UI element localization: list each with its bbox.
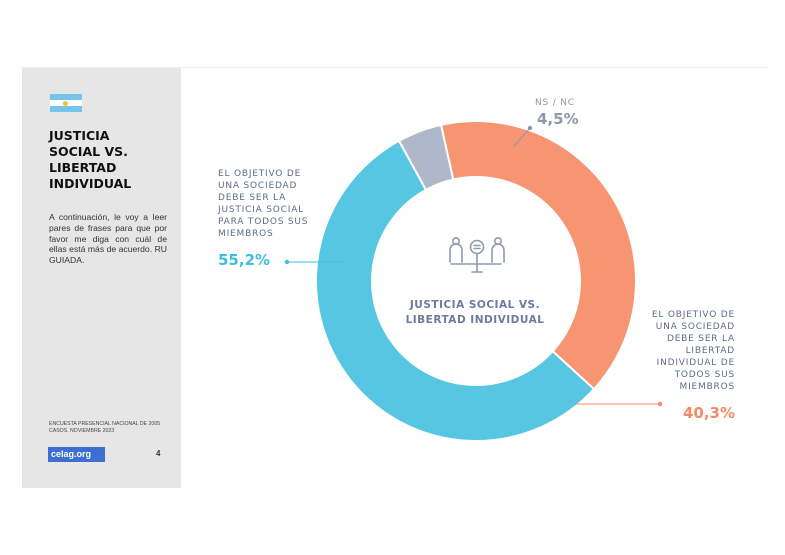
libertad-leader-dot <box>657 401 663 407</box>
ns-nc-label: NS / NC <box>535 98 575 108</box>
justicia-leader-dot <box>284 259 290 265</box>
slice-justicia-social <box>315 139 596 442</box>
chart-center-label: JUSTICIA SOCIAL VS. LIBERTAD INDIVIDUAL <box>405 299 545 326</box>
page-number: 4 <box>156 449 161 458</box>
survey-source-note: ENCUESTA PRESENCIAL NACIONAL DE 2005 CAS… <box>49 421 161 434</box>
donut-slices <box>315 120 637 442</box>
ns-nc-leader-dot <box>527 125 533 131</box>
page-title: JUSTICIA SOCIAL VS. LIBERTAD INDIVIDUAL <box>49 128 132 191</box>
celag-logo: celag.org <box>48 447 105 462</box>
scale-people-icon <box>449 237 505 273</box>
header-divider <box>22 67 767 68</box>
libertad-label: EL OBJETIVO DE UNA SOCIEDAD DEBE SER LA … <box>651 310 735 392</box>
justicia-value: 55,2% <box>218 251 271 269</box>
justicia-label: EL OBJETIVO DE UNA SOCIEDAD DEBE SER LA … <box>218 169 309 239</box>
label-leader-lines <box>284 125 663 407</box>
libertad-value: 40,3% <box>682 404 735 422</box>
ns-nc-leader <box>512 127 531 148</box>
question-description: A continuación, le voy a leer pares de f… <box>49 212 167 266</box>
slice-libertad-individual <box>439 120 637 391</box>
ns-nc-value: 4,5% <box>537 110 579 128</box>
argentina-flag-icon <box>50 94 82 112</box>
sidebar-panel: JUSTICIA SOCIAL VS. LIBERTAD INDIVIDUAL … <box>22 68 181 488</box>
